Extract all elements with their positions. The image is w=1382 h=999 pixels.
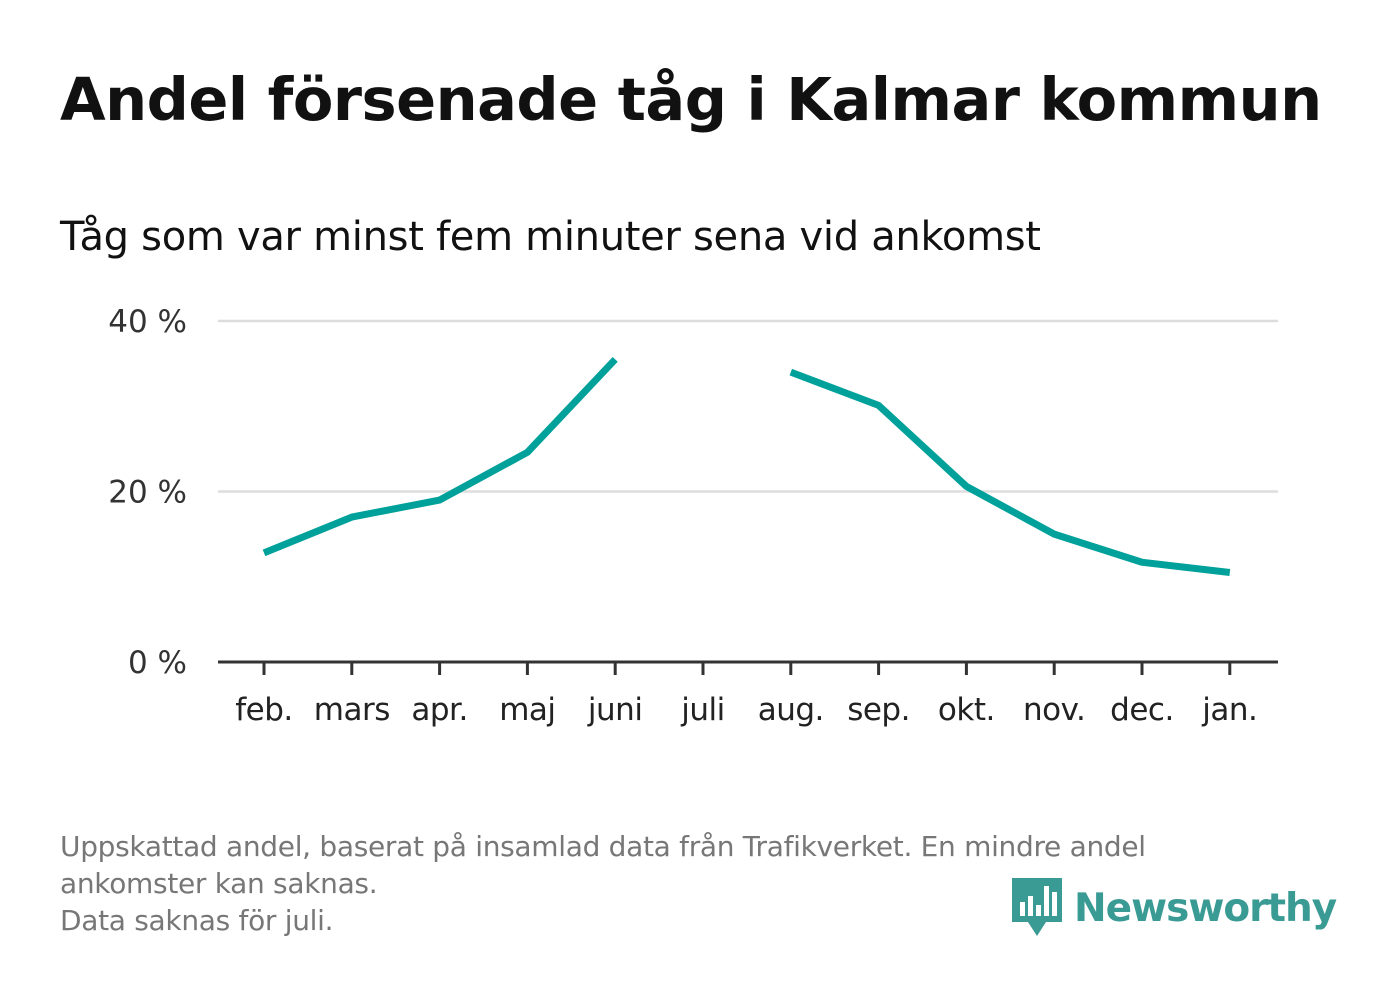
x-tick-label: apr.: [411, 692, 467, 728]
x-tick-label: juni: [587, 692, 643, 728]
x-tick-label: juli: [680, 692, 725, 728]
gridlines: [218, 319, 1278, 493]
y-tick-label: 0 %: [128, 645, 187, 681]
series: [262, 356, 1231, 576]
x-tick-label: maj: [499, 692, 555, 728]
footnote: Uppskattad andel, baserat på insamlad da…: [60, 828, 1320, 939]
footnote-line-3: Data saknas för juli.: [60, 904, 334, 937]
newsworthy-logo: Newsworthy: [1012, 878, 1337, 938]
x-tick-label: okt.: [938, 692, 995, 728]
line-chart: 0 % 20 % 40 % feb. mars apr. maj juni juli aug. s…: [108, 304, 1278, 728]
bar-chart-speech-bubble-icon: [1012, 878, 1062, 936]
x-tick-label: sep.: [847, 692, 910, 728]
footnote-line-2: ankomster kan saknas.: [60, 867, 378, 900]
series-line: [789, 368, 1231, 576]
logo-name: Newsworthy: [1074, 885, 1337, 931]
y-axis-tick-labels: 0 % 20 % 40 %: [108, 304, 187, 681]
footnote-line-1: Uppskattad andel, baserat på insamlad da…: [60, 830, 1146, 863]
y-tick-label: 40 %: [108, 304, 187, 340]
y-tick-label: 20 %: [108, 475, 187, 511]
x-tick-label: nov.: [1023, 692, 1085, 728]
series-line: [262, 356, 618, 557]
x-tick-label: mars: [314, 692, 390, 728]
x-tick-label: aug.: [758, 692, 824, 728]
chart-title: Andel försenade tåg i Kalmar kommun: [60, 65, 1322, 134]
x-axis: [218, 660, 1278, 675]
x-tick-label: jan.: [1201, 692, 1257, 728]
chart-subtitle: Tåg som var minst fem minuter sena vid a…: [60, 214, 1041, 260]
x-tick-label: dec.: [1110, 692, 1174, 728]
x-axis-tick-labels: feb. mars apr. maj juni juli aug. sep. okt. nov. d…: [235, 692, 1258, 728]
x-tick-label: feb.: [235, 692, 293, 728]
